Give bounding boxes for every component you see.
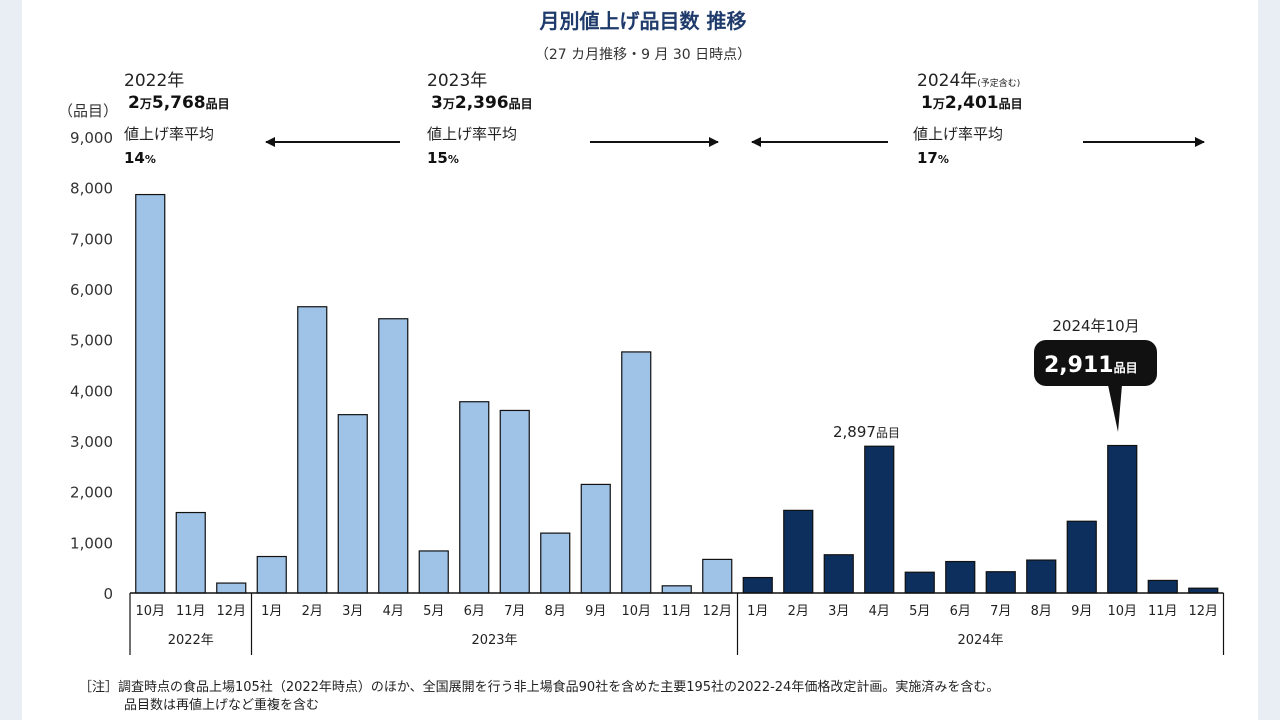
y-tick-label: 0 xyxy=(103,585,113,603)
bar-3 xyxy=(216,582,247,594)
bar-23 xyxy=(1026,559,1057,594)
data-label-apr-2024: 2,897品目 xyxy=(833,423,900,441)
x-tick-label: 4月 xyxy=(383,604,404,619)
x-year-label: 2023年 xyxy=(471,633,517,648)
bar-13 xyxy=(621,351,652,594)
x-tick-label: 10月 xyxy=(621,604,651,619)
bar-17 xyxy=(783,509,814,594)
bar-26 xyxy=(1147,579,1178,594)
bar-11 xyxy=(540,532,571,594)
x-axis: 10月 11月 12月 1月 2月 3月 4月 5月 6月 7月 8月 9月 10月 11月 12月 1月 2月… xyxy=(129,592,1225,655)
x-tick-label: 7月 xyxy=(504,604,525,619)
bar-1 xyxy=(135,193,166,594)
bar-9 xyxy=(459,401,490,594)
y-axis-label: （品目） xyxy=(58,102,118,120)
x-tick-label: 1月 xyxy=(747,604,768,619)
x-tick-label: 6月 xyxy=(464,604,485,619)
x-tick-label: 11月 xyxy=(176,604,206,619)
callout-pointer xyxy=(1108,385,1122,432)
chart-subtitle: （27 カ月推移・9 月 30 日時点） xyxy=(535,47,751,63)
x-year-label: 2022年 xyxy=(168,633,214,648)
x-tick-label: 9月 xyxy=(1071,604,1092,619)
annotation-2023-rate: 15% xyxy=(427,149,459,167)
x-tick-label: 10月 xyxy=(135,604,165,619)
bar-6 xyxy=(337,414,368,594)
bar-16 xyxy=(742,576,773,594)
x-year-label: 2024年 xyxy=(957,633,1003,648)
x-tick-label: 6月 xyxy=(950,604,971,619)
y-tick-label: 1,000 xyxy=(70,534,113,552)
annotation-2024-rate-label: 値上げ率平均 xyxy=(913,125,1003,143)
x-tick-label: 2月 xyxy=(302,604,323,619)
y-axis-ticks: 0 1,000 2,000 3,000 4,000 5,000 6,000 7,000 8,00… xyxy=(70,129,113,603)
x-tick-label: 2月 xyxy=(788,604,809,619)
bar-2 xyxy=(175,511,206,594)
annotation-2024-year: 2024年(予定含む) xyxy=(917,71,1020,91)
y-tick-label: 2,000 xyxy=(70,484,113,502)
annotation-2022-rate: 14% xyxy=(124,149,156,167)
y-tick-label: 6,000 xyxy=(70,281,113,299)
bar-series xyxy=(135,193,1219,594)
callout-oct-2024: 2024年10月 2,911品目 xyxy=(1034,317,1157,432)
bar-14 xyxy=(661,585,692,594)
x-tick-label: 4月 xyxy=(869,604,890,619)
x-tick-label: 11月 xyxy=(662,604,692,619)
bar-24 xyxy=(1066,520,1097,594)
callout-oct-2024-value: 2,911品目 xyxy=(1044,353,1138,378)
x-tick-label: 8月 xyxy=(1031,604,1052,619)
x-tick-label: 12月 xyxy=(702,604,732,619)
x-tick-label: 11月 xyxy=(1148,604,1178,619)
y-tick-label: 5,000 xyxy=(70,332,113,350)
callout-bubble xyxy=(1034,340,1157,386)
annotation-2022: 2022年 2万5,768品目 値上げ率平均 14% xyxy=(124,71,230,167)
bar-10 xyxy=(499,409,530,594)
bar-15 xyxy=(702,558,733,594)
note-line-1: ［注］調査時点の食品上場105社（2022年時点）のほか、全国展開を行う非上場食… xyxy=(79,679,999,695)
annotation-2024: 2024年(予定含む) 1万2,401品目 値上げ率平均 17% xyxy=(913,71,1023,167)
y-tick-label: 9,000 xyxy=(70,129,113,147)
annotation-2023-rate-label: 値上げ率平均 xyxy=(427,125,517,143)
annotation-2024-rate: 17% xyxy=(917,149,949,167)
annotation-2022-year: 2022年 xyxy=(124,71,184,91)
x-tick-label: 10月 xyxy=(1107,604,1137,619)
x-tick-label: 5月 xyxy=(423,604,444,619)
annotation-2023: 2023年 3万2,396品目 値上げ率平均 15% xyxy=(427,71,533,167)
y-tick-label: 3,000 xyxy=(70,433,113,451)
bar-25 xyxy=(1107,444,1138,594)
x-tick-label: 12月 xyxy=(216,604,246,619)
annotation-2023-total: 3万2,396品目 xyxy=(431,93,533,113)
x-tick-label: 1月 xyxy=(261,604,282,619)
callout-oct-2024-period: 2024年10月 xyxy=(1052,317,1139,335)
bar-7 xyxy=(378,318,409,594)
bar-8 xyxy=(418,550,449,594)
x-tick-label: 8月 xyxy=(545,604,566,619)
note-line-2: 品目数は再値上げなど重複を含む xyxy=(124,697,319,713)
chart-title: 月別値上げ品目数 推移 xyxy=(539,9,747,33)
x-tick-label: 7月 xyxy=(990,604,1011,619)
y-tick-label: 8,000 xyxy=(70,180,113,198)
bar-5 xyxy=(297,306,328,594)
bar-22 xyxy=(985,571,1016,594)
annotation-2022-total: 2万5,768品目 xyxy=(128,93,230,113)
y-tick-label: 7,000 xyxy=(70,230,113,248)
x-tick-label: 12月 xyxy=(1188,604,1218,619)
bar-21 xyxy=(945,560,976,594)
annotation-2024-total: 1万2,401品目 xyxy=(921,93,1023,113)
y-tick-label: 4,000 xyxy=(70,382,113,400)
x-tick-label: 9月 xyxy=(585,604,606,619)
x-tick-label: 5月 xyxy=(909,604,930,619)
annotation-2022-rate-label: 値上げ率平均 xyxy=(124,125,214,143)
x-tick-label: 3月 xyxy=(342,604,363,619)
annotation-2023-year: 2023年 xyxy=(427,71,487,91)
bar-4 xyxy=(256,555,287,594)
x-tick-label: 3月 xyxy=(828,604,849,619)
bar-12 xyxy=(580,483,611,594)
bar-19 xyxy=(864,445,895,594)
bar-20 xyxy=(904,571,935,594)
bar-18 xyxy=(823,554,854,594)
